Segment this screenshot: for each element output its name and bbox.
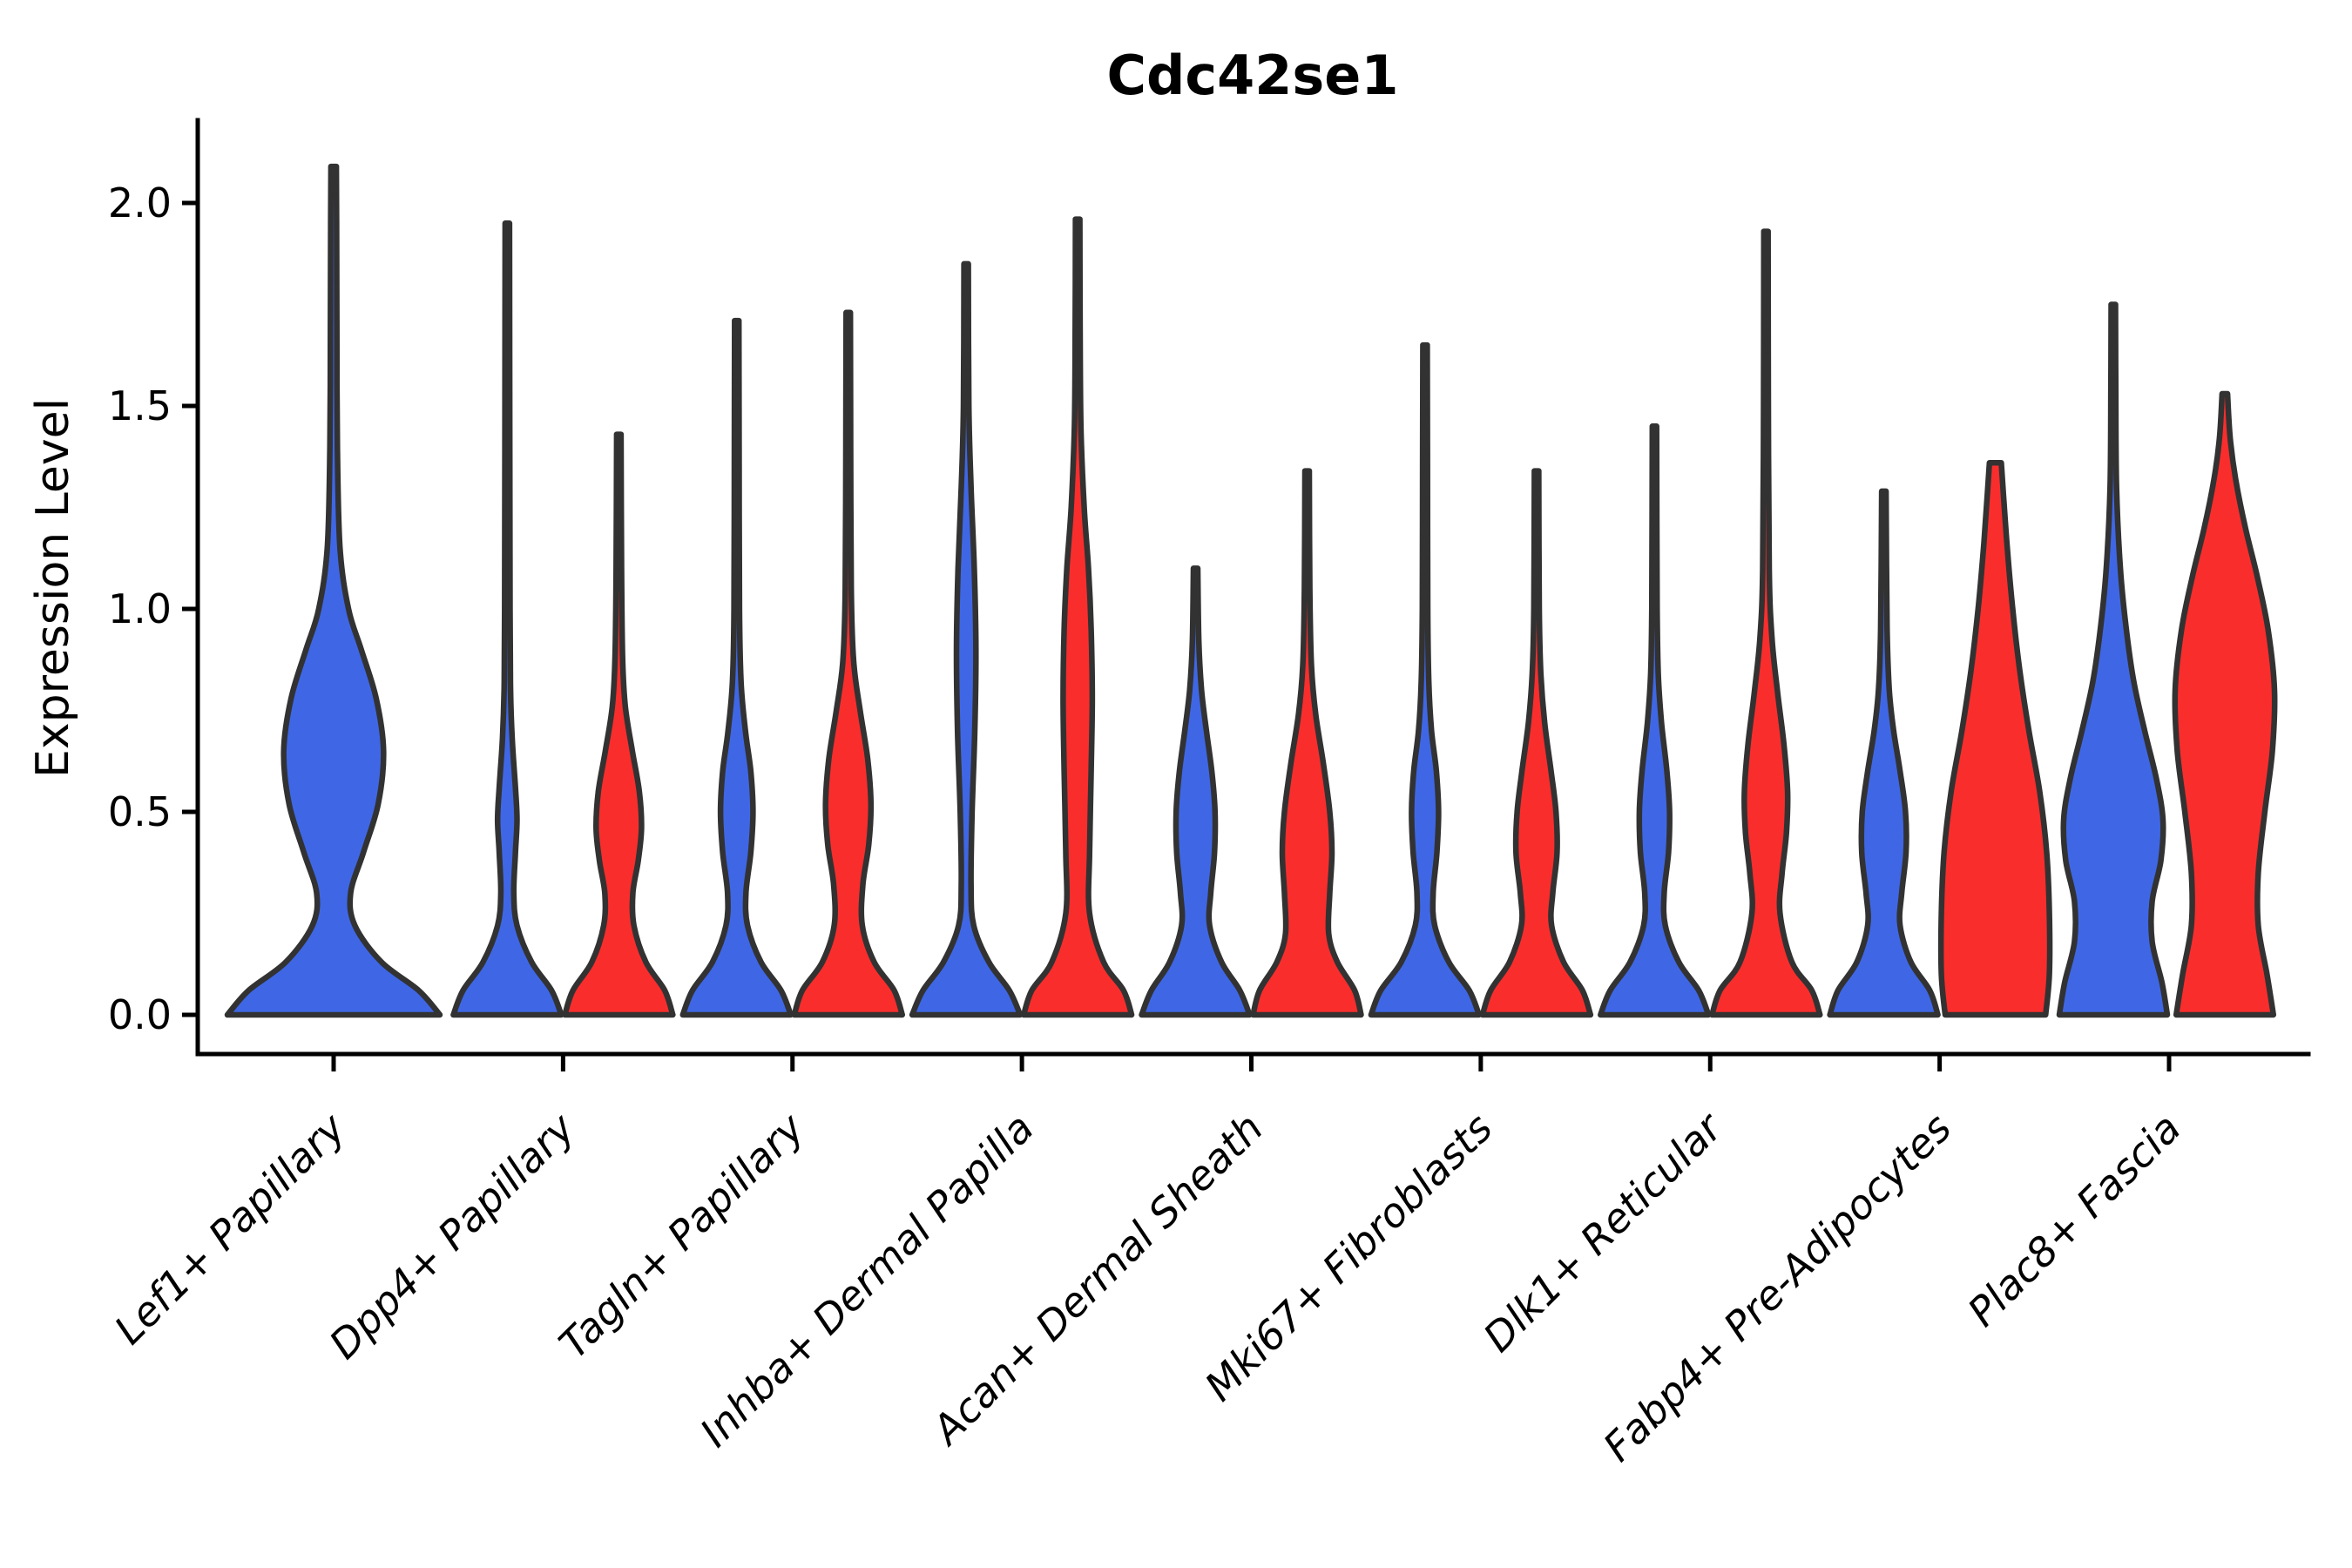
violin-5-blue <box>1368 341 1483 1018</box>
violin-3-red <box>1020 216 1135 1018</box>
violin-7-blue <box>1827 488 1941 1018</box>
x-tick-label: Tagln+ Papillary <box>550 1104 814 1368</box>
violin-3-blue <box>909 260 1024 1018</box>
x-tick-label: Dpp4+ Papillary <box>320 1104 584 1368</box>
violin-6-blue <box>1598 423 1712 1018</box>
y-tick-label: 2.0 <box>108 179 172 226</box>
violin-0-blue <box>224 163 443 1018</box>
x-tick-label: Lef1+ Papillary <box>105 1104 355 1353</box>
chart-title: Cdc42se1 <box>1106 44 1398 107</box>
x-tick-label: Plac8+ Fascia <box>1958 1105 2189 1335</box>
violin-8-red <box>2172 390 2278 1018</box>
y-axis-label: Expression Level <box>27 398 79 778</box>
violin-2-red <box>791 309 906 1018</box>
y-tick-label: 0.5 <box>108 788 172 835</box>
violins <box>224 163 2278 1018</box>
violin-7-red <box>1937 459 2053 1018</box>
x-tick-label: Dlk1+ Reticular <box>1474 1102 1733 1361</box>
violin-4-blue <box>1139 565 1253 1018</box>
violin-1-blue <box>450 220 564 1018</box>
violin-4-red <box>1250 468 1364 1018</box>
violin-8-blue <box>2056 301 2171 1018</box>
y-tick-labels: 0.0 0.5 1.0 1.5 2.0 <box>108 179 198 1038</box>
y-tick-label: 1.5 <box>108 382 172 429</box>
violin-2-blue <box>679 317 794 1018</box>
y-tick-label: 1.0 <box>108 585 172 632</box>
violin-5-red <box>1479 468 1594 1018</box>
violin-1-red <box>562 431 676 1018</box>
y-tick-label: 0.0 <box>108 991 172 1038</box>
violin-6-red <box>1709 228 1823 1018</box>
